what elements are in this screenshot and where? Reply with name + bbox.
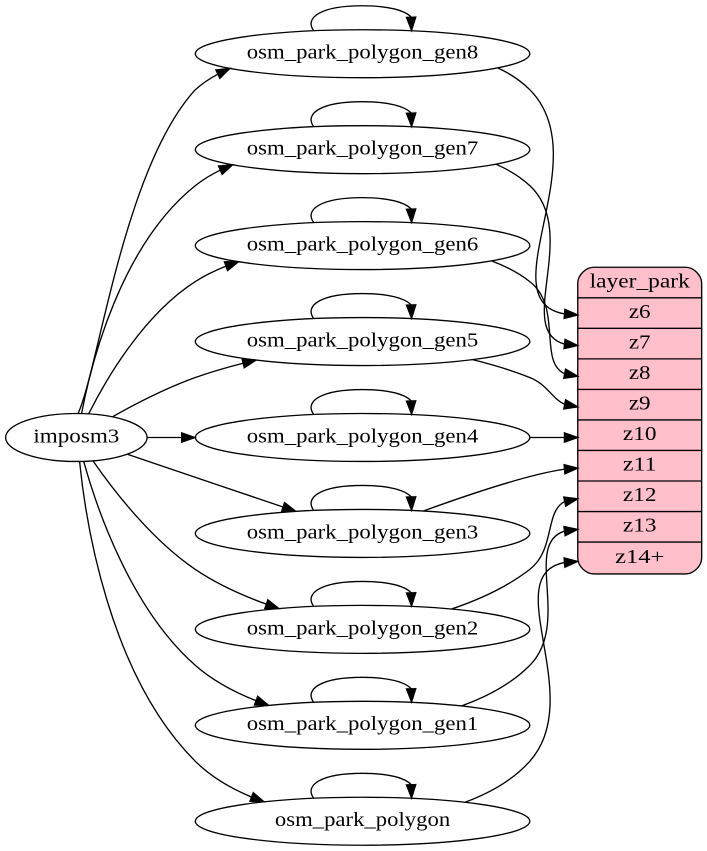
svg-text:z9: z9 xyxy=(629,393,651,415)
svg-text:z12: z12 xyxy=(623,484,657,506)
svg-text:z6: z6 xyxy=(629,301,651,323)
svg-text:osm_park_polygon_gen3: osm_park_polygon_gen3 xyxy=(247,521,478,543)
svg-text:osm_park_polygon: osm_park_polygon xyxy=(275,809,450,831)
svg-text:osm_park_polygon_gen5: osm_park_polygon_gen5 xyxy=(247,329,478,351)
svg-text:z11: z11 xyxy=(623,454,657,476)
svg-text:z8: z8 xyxy=(629,362,651,384)
svg-text:osm_park_polygon_gen1: osm_park_polygon_gen1 xyxy=(247,713,478,735)
svg-text:osm_park_polygon_gen8: osm_park_polygon_gen8 xyxy=(247,42,478,64)
svg-text:osm_park_polygon_gen4: osm_park_polygon_gen4 xyxy=(247,425,478,447)
svg-text:z13: z13 xyxy=(623,515,657,537)
svg-text:z14+: z14+ xyxy=(615,546,664,568)
svg-text:layer_park: layer_park xyxy=(590,270,691,292)
svg-text:osm_park_polygon_gen6: osm_park_polygon_gen6 xyxy=(247,234,478,256)
svg-text:osm_park_polygon_gen7: osm_park_polygon_gen7 xyxy=(247,138,478,160)
svg-text:osm_park_polygon_gen2: osm_park_polygon_gen2 xyxy=(247,617,478,639)
svg-text:z7: z7 xyxy=(629,332,651,354)
svg-text:z10: z10 xyxy=(623,423,657,445)
svg-text:imposm3: imposm3 xyxy=(33,425,119,447)
